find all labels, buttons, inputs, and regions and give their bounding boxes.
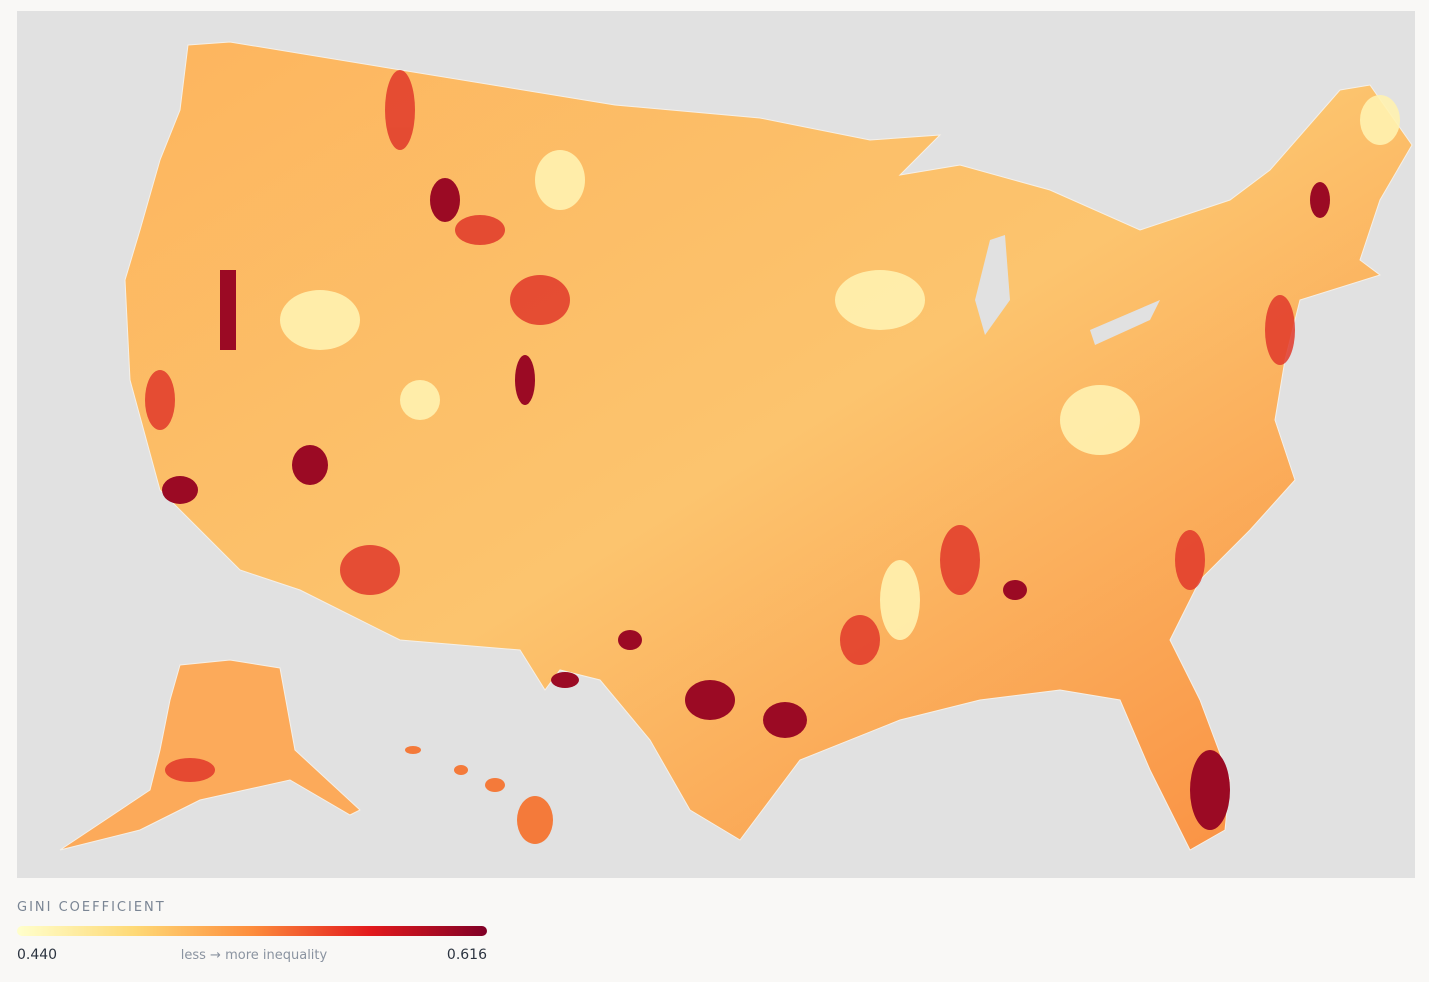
legend: GINI COEFFICIENT 0.440 less → more inequ… [17,900,487,963]
lake [1090,300,1160,345]
alaska [59,659,361,851]
hawaii [405,746,553,844]
low-inequality-areas [280,95,1400,640]
legend-caption: less → more inequality [181,948,328,963]
legend-max-label: 0.616 [447,947,487,963]
elevated-inequality-areas [145,70,1295,782]
legend-title: GINI COEFFICIENT [17,900,166,915]
high-inequality-areas [162,178,1330,830]
map [59,41,1413,851]
legend-min-label: 0.440 [17,947,57,963]
contiguous-us [124,41,1413,851]
legend-color-bar [17,926,487,936]
lake [975,235,1010,335]
